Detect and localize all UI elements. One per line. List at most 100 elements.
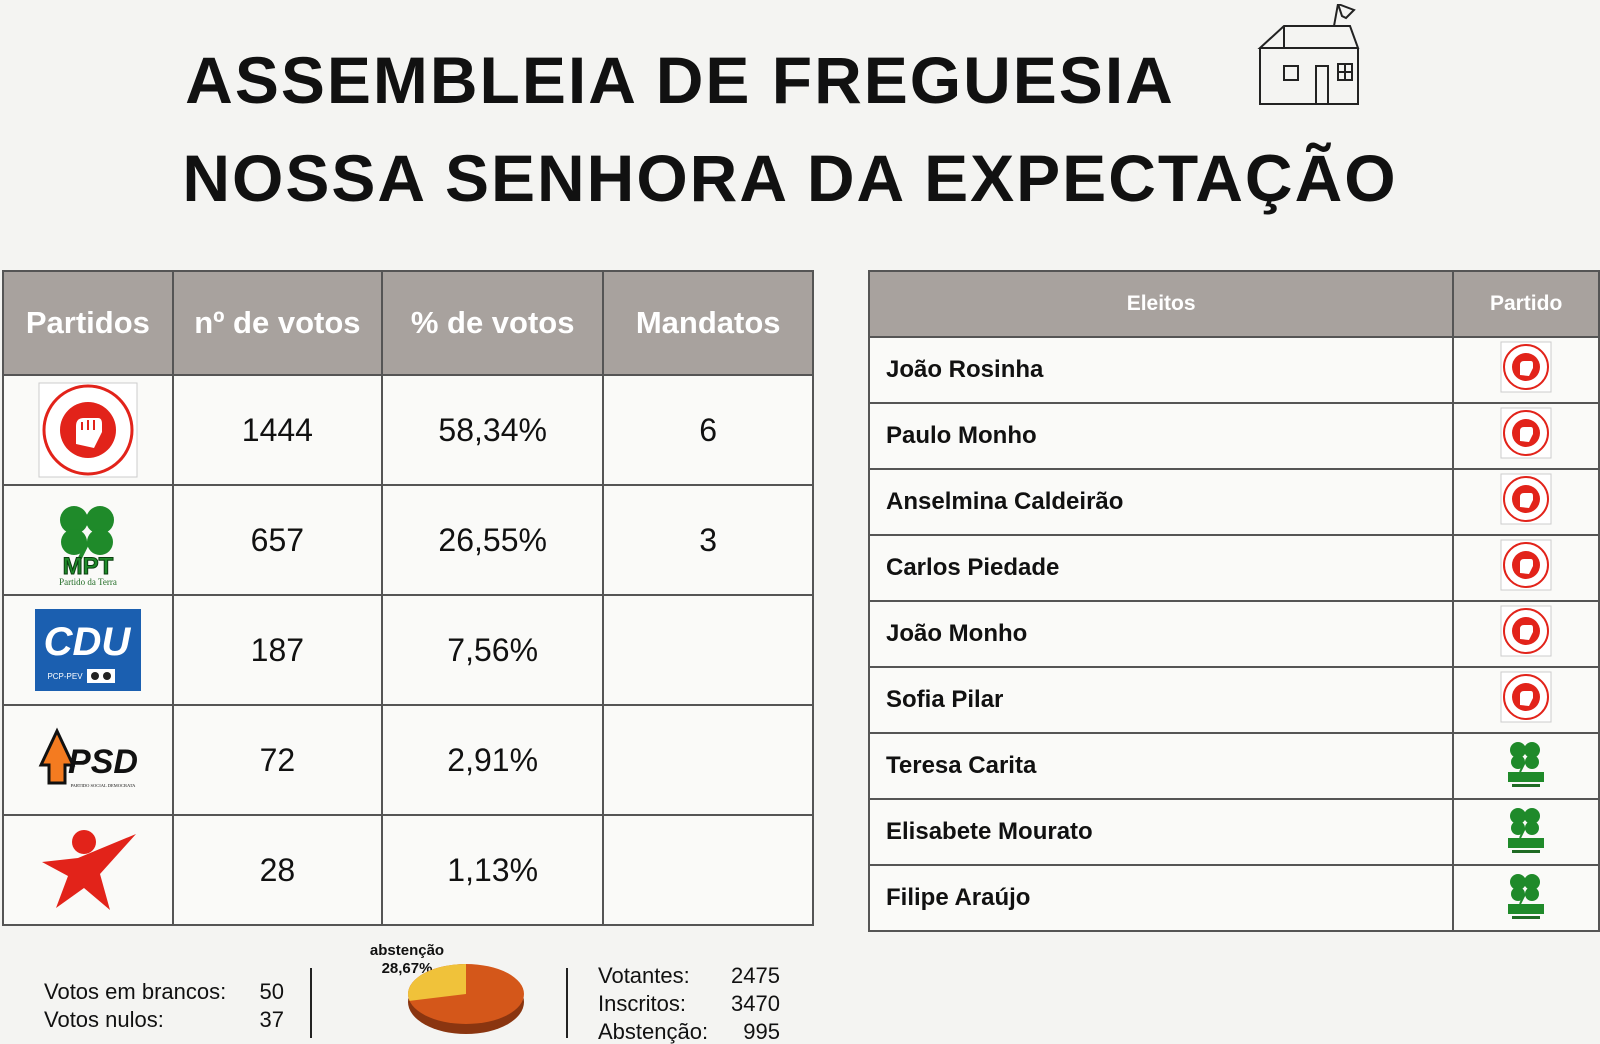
table-row: Anselmina Caldeirão — [867, 468, 1600, 536]
abstencao-label: Abstenção: — [598, 1019, 709, 1044]
pie-label-text: abstenção — [369, 942, 445, 959]
mandates-cell: 6 — [602, 374, 814, 486]
ps-fist-logo-icon — [1500, 539, 1552, 590]
mandates-cell — [602, 704, 814, 816]
header-mandatos: Mandatos — [602, 270, 814, 376]
mpt-clover-logo-icon — [1508, 741, 1545, 787]
nulos-value: 37 — [259, 1007, 284, 1032]
header-partido: Partido — [1452, 270, 1600, 338]
mpt-clover-logo-icon — [1508, 807, 1545, 853]
elected-name: Paulo Monho — [867, 402, 1455, 470]
mandates-cell — [602, 814, 814, 926]
title-line-1: ASSEMBLEIA DE FREGUESIA — [185, 43, 1175, 117]
mpt-clover-logo-icon — [1508, 873, 1545, 919]
ps-fist-logo-icon — [1500, 605, 1552, 656]
table-row: Teresa Carita — [867, 732, 1600, 800]
blank-null-votes: Votos em brancos: 50 Votos nulos: 37 — [44, 978, 284, 1034]
ps-fist-logo-icon — [38, 382, 138, 478]
elected-party — [1452, 666, 1600, 734]
votes-cell: 72 — [171, 704, 384, 816]
cdu-logo-icon: CDU PCP-PEV — [34, 609, 141, 691]
party-cell — [2, 814, 174, 926]
elected-party — [1452, 600, 1600, 668]
table-row: João Monho — [867, 600, 1600, 668]
elected-name: Filipe Araújo — [867, 864, 1455, 932]
divider-left — [310, 968, 312, 1038]
elected-party — [1452, 336, 1600, 404]
pie-label-value: 28,67% — [381, 960, 433, 977]
header-partidos: Partidos — [2, 270, 174, 376]
votes-cell: 1444 — [171, 374, 384, 486]
mandates-cell — [602, 594, 814, 706]
totals: Votantes: 2475 Inscritos: 3470 Abstenção: 9… — [598, 962, 780, 1044]
mpt-logo-subtext: Partido da Terra — [59, 577, 117, 587]
brancos-value: 50 — [259, 979, 284, 1004]
pie-abstencao-slice — [408, 964, 466, 1001]
cdu-logo-text: CDU — [44, 620, 132, 664]
party-cell: MPT Partido da Terra — [2, 484, 174, 596]
table-row: Elisabete Mourato — [867, 798, 1600, 866]
votes-cell: 657 — [171, 484, 384, 596]
elected-party — [1452, 402, 1600, 470]
table-row: João Rosinha — [867, 336, 1600, 404]
elected-name: Sofia Pilar — [867, 666, 1455, 734]
table-row: CDU PCP-PEV 187 7,56% — [2, 594, 814, 706]
elected-party — [1452, 798, 1600, 866]
percent-cell: 58,34% — [380, 374, 605, 486]
results-table: Partidos nº de votos % de votos Mandatos — [2, 270, 814, 926]
table-row: 28 1,13% — [2, 814, 814, 926]
psd-logo-icon: PSD PARTIDO SOCIAL DEMOCRATA — [38, 727, 138, 788]
party-cell: PSD PARTIDO SOCIAL DEMOCRATA — [2, 704, 174, 816]
abstention-pie-label: abstenção 28,67% — [362, 942, 452, 978]
table-row: MPT Partido da Terra 657 26,55% 3 — [2, 484, 814, 596]
elected-name: Teresa Carita — [867, 732, 1455, 800]
table-row: PSD PARTIDO SOCIAL DEMOCRATA 72 2,91% — [2, 704, 814, 816]
table-row: 1444 58,34% 6 — [2, 374, 814, 486]
table-row: Filipe Araújo — [867, 864, 1600, 932]
party-cell: CDU PCP-PEV — [2, 594, 174, 706]
abstention-pie-chart — [408, 964, 524, 1034]
votantes-label: Votantes: — [598, 963, 690, 988]
inscritos-label: Inscritos: — [598, 991, 687, 1016]
mpt-clover-logo-icon: MPT Partido da Terra — [59, 506, 117, 587]
cdu-logo-subtext: PCP-PEV — [47, 672, 83, 681]
psd-logo-text: PSD — [68, 743, 138, 781]
elected-party — [1452, 732, 1600, 800]
ps-fist-logo-icon — [1500, 341, 1552, 392]
title-line-2: NOSSA SENHORA DA EXPECTAÇÃO — [182, 141, 1398, 215]
mandates-cell: 3 — [602, 484, 814, 596]
elected-party — [1452, 534, 1600, 602]
elected-party — [1452, 864, 1600, 932]
nulos-label: Votos nulos: — [44, 1007, 164, 1032]
mpt-logo-text: MPT — [63, 553, 114, 580]
votantes-value: 2475 — [731, 963, 780, 988]
elected-table: Eleitos Partido João Rosinha Paulo Monho A… — [867, 270, 1600, 932]
ps-fist-logo-icon — [1500, 473, 1552, 524]
votes-cell: 187 — [171, 594, 384, 706]
brancos-label: Votos em brancos: — [44, 979, 227, 1004]
psd-logo-subtext: PARTIDO SOCIAL DEMOCRATA — [70, 783, 136, 788]
votes-cell: 28 — [171, 814, 384, 926]
elected-name: João Monho — [867, 600, 1455, 668]
table-row: Paulo Monho — [867, 402, 1600, 470]
header-votos: nº de votos — [171, 270, 384, 376]
table-row: Carlos Piedade — [867, 534, 1600, 602]
header-eleitos: Eleitos — [867, 270, 1455, 338]
party-cell — [2, 374, 174, 486]
elected-name: Anselmina Caldeirão — [867, 468, 1455, 536]
ps-fist-logo-icon — [1500, 407, 1552, 458]
percent-cell: 1,13% — [380, 814, 605, 926]
ps-fist-logo-icon — [1500, 671, 1552, 722]
house-drawing-icon — [1257, 4, 1360, 105]
percent-cell: 26,55% — [380, 484, 605, 596]
elected-name: Elisabete Mourato — [867, 798, 1455, 866]
inscritos-value: 3470 — [731, 991, 780, 1016]
elected-name: João Rosinha — [867, 336, 1455, 404]
divider-right — [566, 968, 568, 1038]
table-row: Sofia Pilar — [867, 666, 1600, 734]
elected-name: Carlos Piedade — [867, 534, 1455, 602]
percent-cell: 2,91% — [380, 704, 605, 816]
header-percent: % de votos — [380, 270, 605, 376]
percent-cell: 7,56% — [380, 594, 605, 706]
abstencao-value: 995 — [743, 1019, 780, 1044]
